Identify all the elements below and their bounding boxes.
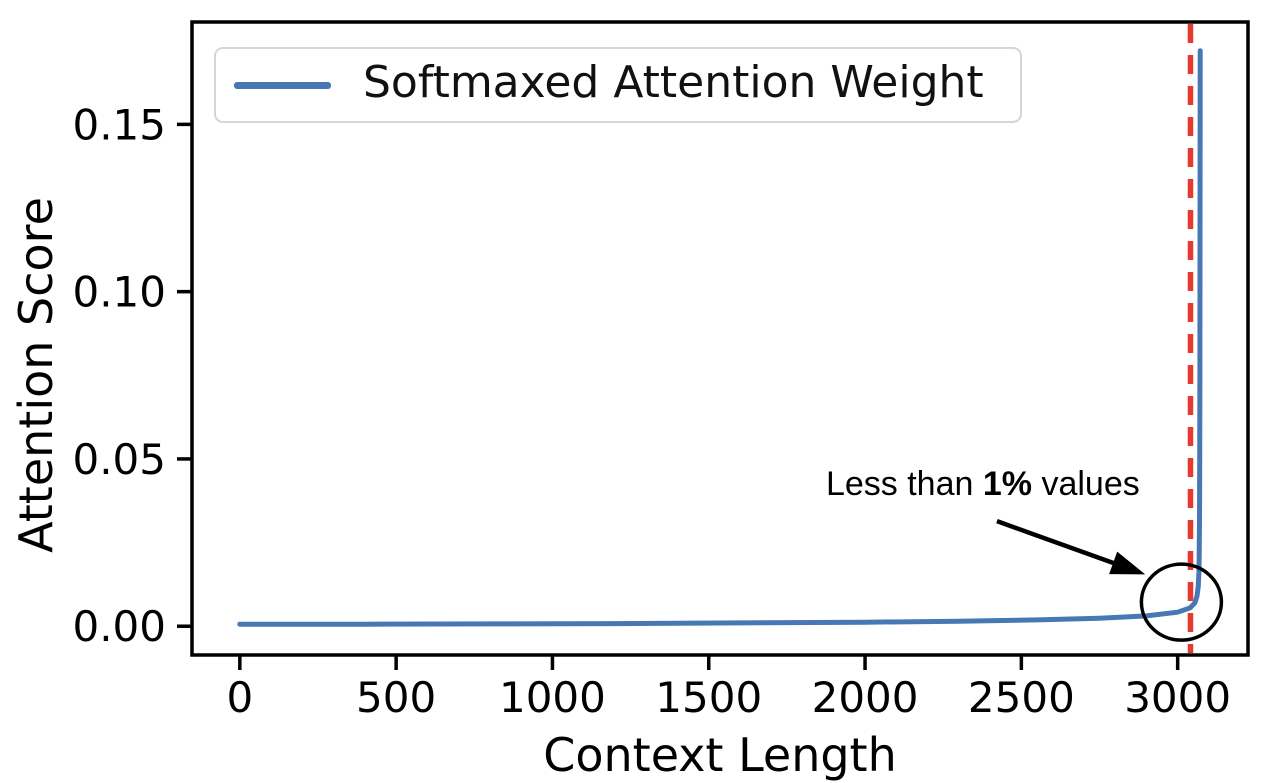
y-axis-ticks: 0.00 0.05 0.10 0.15 — [72, 100, 192, 651]
callout-text-bold: 1% — [982, 465, 1032, 504]
callout-text-prefix: Less than — [825, 465, 983, 504]
arrow-shaft — [996, 519, 1124, 569]
x-tick-label: 1500 — [655, 673, 762, 722]
x-axis-ticks: 0 500 1000 1500 2000 2500 3000 — [226, 655, 1231, 722]
x-axis-label: Context Length — [543, 728, 897, 782]
callout-circle-icon — [1139, 562, 1224, 642]
y-tick-label: 0.05 — [72, 435, 166, 484]
series-line-softmaxed-attention-weight — [237, 48, 1203, 627]
legend-entry-label: Softmaxed Attention Weight — [363, 57, 984, 108]
plot-area — [190, 20, 1250, 657]
x-tick-label: 2000 — [812, 673, 919, 722]
x-tick-label: 1000 — [499, 673, 606, 722]
y-tick-label: 0.00 — [72, 602, 166, 651]
y-tick-label: 0.10 — [72, 268, 166, 317]
legend: Softmaxed Attention Weight — [214, 47, 1022, 123]
x-tick-label: 3000 — [1124, 673, 1231, 722]
legend-line-sample-icon — [234, 81, 331, 89]
callout-text: Less than 1% values — [826, 464, 1140, 504]
callout-arrow-icon — [996, 519, 1146, 575]
x-tick-label: 500 — [356, 673, 436, 722]
arrow-head-icon — [1109, 551, 1146, 575]
callout-text-suffix: values — [1032, 465, 1140, 504]
x-tick-label: 2500 — [968, 673, 1075, 722]
x-tick-label: 0 — [226, 673, 253, 722]
y-axis-label: Attention Score — [9, 197, 63, 553]
y-tick-label: 0.15 — [72, 100, 166, 149]
